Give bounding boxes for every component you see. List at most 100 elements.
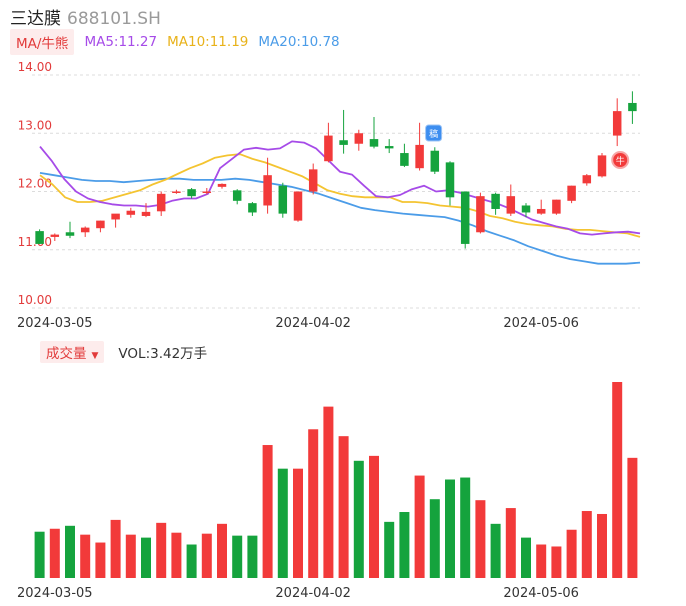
date-tick-label: 2024-03-05 [17,316,93,331]
buy-signal-marker [425,124,443,142]
candle-body [248,203,257,213]
volume-bar [414,475,425,578]
volume-date-tick-label: 2024-05-06 [503,586,579,601]
candle-body [506,196,516,214]
ma5-label: MA5:11.27 [84,34,158,50]
candle-body [263,175,272,206]
volume-date-tick-label: 2024-03-05 [17,586,93,601]
volume-button-label: 成交量 [46,346,87,362]
volume-bar [232,535,243,578]
volume-bar [247,535,258,578]
candle-body [324,135,333,162]
volume-bar [262,445,273,578]
ma-indicator-button[interactable]: MA/牛熊 [10,29,75,55]
candle-body [521,205,531,213]
candle-body [35,231,44,244]
volume-bar [201,533,212,578]
volume-bar [505,508,516,578]
volume-bar [353,460,364,578]
volume-bar [521,537,531,578]
volume-bar [293,468,303,578]
ma20-label: MA20:10.78 [258,34,340,50]
candle-body [354,133,364,144]
candle-body [172,191,181,193]
candle-body [339,140,348,145]
volume-bar [460,477,471,578]
volume-bar [34,531,45,578]
price-tick-label: 14.00 [18,60,52,74]
volume-bar [125,534,136,578]
candle-body [308,169,318,192]
candle-body [156,193,166,212]
candle-body [384,146,394,149]
candle-body [552,199,561,214]
volume-bar [581,511,592,578]
volume-bar [277,468,288,578]
stock-code: 688101.SH [67,9,161,29]
volume-bar [369,455,379,578]
volume-bar [156,522,167,578]
candle-body [65,232,75,236]
stock-name: 三达膜 [10,9,61,29]
candle-body [111,213,120,220]
candle-body [476,196,485,233]
ma20-line [39,172,641,265]
volume-indicator-button[interactable]: 成交量 ▼ [40,341,105,363]
volume-bar [110,519,121,578]
ma5-line [39,140,641,236]
candle-body [293,191,303,221]
candle-body [400,153,409,166]
volume-bar [49,528,60,578]
date-tick-label: 2024-04-02 [275,316,351,331]
volume-bar [566,529,577,578]
volume-bar [217,523,227,578]
caret-down-icon: ▼ [91,351,99,361]
volume-bar [308,429,319,578]
candle-body [430,150,440,172]
candle-body [217,183,227,187]
volume-bar [627,457,638,578]
candle-body [491,193,500,209]
ma10-label: MA10:11.19 [167,34,249,50]
volume-bar [551,546,562,578]
candle-body [126,210,136,215]
candle-body [612,111,622,136]
candle-body [567,185,576,201]
buy-signal-label: 稿 [429,128,438,140]
candle-body [445,162,455,198]
volume-bar [95,542,106,578]
volume-bar [80,534,91,578]
candle-body [96,220,105,229]
candle-body [597,155,607,177]
volume-bar [141,537,151,578]
candle-body [582,175,592,184]
volume-bar [186,544,197,578]
volume-bar [323,406,334,578]
candle-body [536,208,546,214]
volume-bar [597,513,607,578]
candle-body [369,139,379,147]
candle-body [415,144,424,169]
volume-value: VOL:3.42万手 [118,346,208,362]
bull-signal-label: 牛 [616,155,625,167]
bull-signal-marker [611,151,630,169]
price-tick-label: 11.00 [18,235,52,249]
volume-bar [475,500,486,578]
volume-bar [384,521,395,578]
price-tick-label: 13.00 [18,118,52,132]
volume-bar [612,382,623,578]
volume-bar [445,479,455,578]
volume-bar [429,499,440,578]
ma10-line [39,153,641,238]
ma-legend: MA/牛熊 MA5:11.27 MA10:11.19 MA20:10.78 [10,29,340,55]
price-tick-label: 12.00 [18,177,52,191]
candle-body [628,102,637,112]
volume-bar [399,512,410,578]
volume-bar [490,523,501,578]
volume-bar [171,532,182,578]
candle-body [80,227,90,233]
candle-body [50,234,60,237]
price-tick-label: 10.00 [18,293,52,307]
volume-date-tick-label: 2024-04-02 [275,586,351,601]
